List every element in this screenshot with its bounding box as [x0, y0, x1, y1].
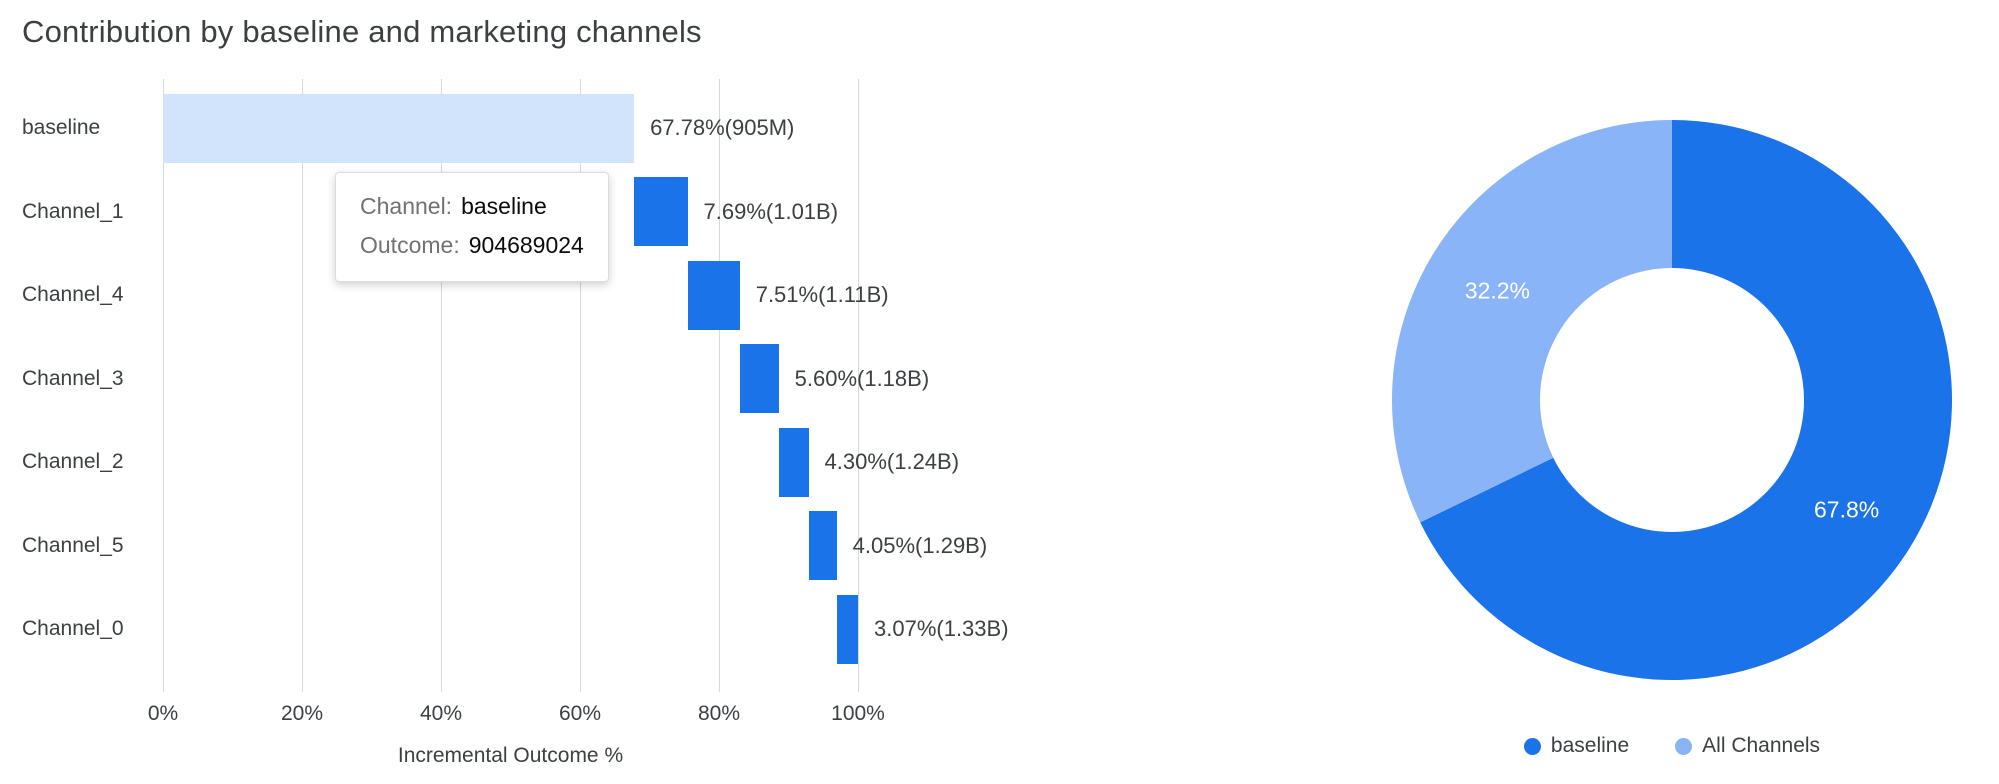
chart-title: Contribution by baseline and marketing c… [22, 14, 702, 49]
gridline [441, 79, 442, 692]
tooltip-channel-label: Channel: [360, 193, 453, 219]
x-tick-label: 80% [697, 702, 741, 725]
legend-item-all-channels[interactable]: All Channels [1675, 734, 1820, 758]
donut-slice-percent-label: 32.2% [1465, 278, 1530, 304]
x-tick-label: 20% [280, 702, 324, 725]
legend-dot [1523, 737, 1541, 755]
waterfall-bar-channel_1[interactable] [634, 177, 688, 246]
tooltip-outcome-value: 904689024 [468, 232, 584, 258]
bar-value-label-channel_4: 7.51%(1.11B) [755, 282, 889, 307]
donut-slice-baseline[interactable] [1420, 119, 1953, 680]
gridline [719, 79, 720, 692]
x-axis-title: Incremental Outcome % [397, 744, 624, 767]
x-tick-label: 100% [831, 702, 885, 725]
donut-legend: baseline All Channels [1382, 734, 1962, 758]
waterfall-bar-channel_5[interactable] [808, 511, 837, 580]
tooltip-outcome-label: Outcome: [360, 232, 460, 258]
tooltip-channel-value: baseline [461, 193, 547, 219]
waterfall-bar-channel_3[interactable] [739, 344, 779, 413]
category-label-baseline: baseline [22, 116, 101, 139]
x-tick-label: 60% [558, 702, 602, 725]
x-tick-label: 0% [147, 702, 179, 725]
gridline [163, 79, 164, 692]
category-label-channel_4: Channel_4 [22, 283, 124, 306]
bar-value-label-baseline: 67.78%(905M) [650, 115, 795, 140]
legend-label: baseline [1550, 734, 1630, 757]
bar-value-label-channel_1: 7.69%(1.01B) [703, 198, 839, 224]
donut-slice-all-channels[interactable] [1392, 120, 1672, 523]
category-label-channel_2: Channel_2 [22, 450, 124, 473]
category-label-channel_1: Channel_1 [22, 199, 124, 223]
donut-slice-percent-label: 67.8% [1814, 496, 1879, 522]
bar-value-label-channel_5: 4.05%(1.29B) [852, 532, 988, 558]
waterfall-bar-channel_4[interactable] [687, 260, 740, 330]
gridline [580, 79, 581, 692]
category-label-channel_5: Channel_5 [22, 533, 124, 557]
tooltip-channel-row: Channel: baseline [360, 187, 584, 226]
gridline [858, 79, 859, 692]
category-label-channel_3: Channel_3 [22, 366, 124, 390]
bar-value-label-channel_0: 3.07%(1.33B) [874, 616, 1009, 641]
waterfall-bar-channel_0[interactable] [836, 594, 858, 664]
legend-label: All Channels [1702, 734, 1821, 757]
bar-value-label-channel_3: 5.60%(1.18B) [794, 365, 930, 391]
hover-tooltip: Channel: baseline Outcome: 904689024 [335, 172, 609, 282]
legend-item-baseline[interactable]: baseline [1523, 734, 1630, 758]
waterfall-bar-baseline[interactable] [163, 93, 635, 163]
x-tick-label: 40% [419, 702, 463, 725]
tooltip-outcome-row: Outcome: 904689024 [360, 226, 584, 265]
category-label-channel_0: Channel_0 [22, 617, 124, 640]
waterfall-bar-channel_2[interactable] [778, 427, 809, 497]
bar-value-label-channel_2: 4.30%(1.24B) [824, 449, 960, 474]
legend-dot [1675, 737, 1693, 755]
gridline [302, 79, 303, 692]
